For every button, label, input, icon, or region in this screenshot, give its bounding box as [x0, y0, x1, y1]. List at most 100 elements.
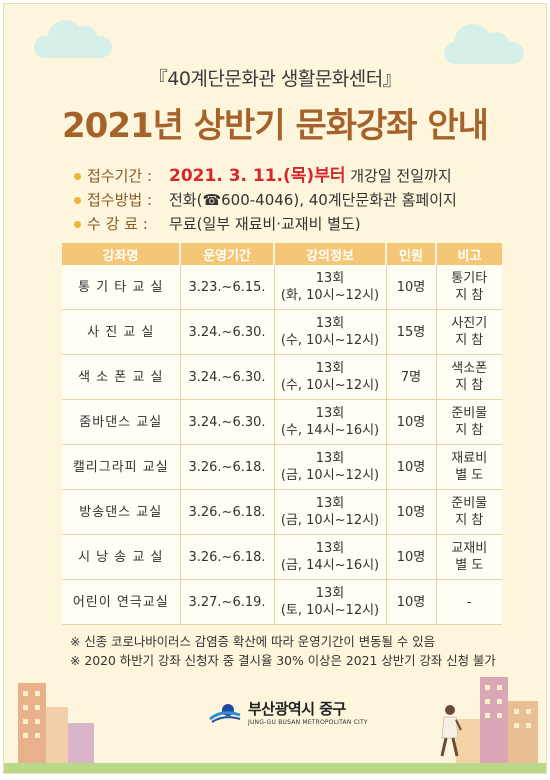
info-key: 접수방법 :	[87, 191, 153, 209]
table-row: 캘리그라피 교실 3.26.~6.18. 13회 (금, 10시~12시) 10명 재료비…	[62, 444, 502, 490]
course-schedule: (금, 10시~12시)	[280, 468, 380, 483]
course-name: 방송댄스 교실	[62, 489, 181, 535]
building-icon	[68, 723, 94, 763]
course-period: 3.26.~6.18.	[180, 489, 275, 535]
course-sessions: 13회	[315, 541, 345, 556]
building-icon	[508, 701, 538, 763]
course-info: 13회 (수, 10시~12시)	[274, 354, 387, 400]
info-key: 수 강 료 :	[87, 215, 148, 233]
table-row: 색 소 폰 교 실 3.24.~6.30. 13회 (수, 10시~12시) 7명 색소폰…	[62, 354, 502, 400]
course-period: 3.24.~6.30.	[180, 309, 275, 355]
column-header: 인원	[386, 243, 437, 265]
poster: 『40계단문화관 생활문화센터』 2021년 상반기 문화강좌 안내 접수기간 …	[3, 3, 547, 774]
course-note-line: 별 도	[455, 558, 484, 573]
course-note-line: 준비물	[451, 496, 488, 511]
course-schedule: (금, 10시~12시)	[280, 513, 380, 528]
course-note-line: 사진기	[451, 316, 488, 331]
course-period: 3.24.~6.30.	[180, 354, 275, 400]
course-name: 줌바댄스 교실	[62, 399, 181, 445]
course-info: 13회 (금, 10시~12시)	[274, 444, 387, 490]
table-row: 어린이 연극교실 3.27.~6.19. 13회 (토, 10시~12시) 10명 -	[62, 579, 502, 625]
course-note-line: 준비물	[451, 406, 488, 421]
course-info: 13회 (수, 14시~16시)	[274, 399, 387, 445]
course-name: 캘리그라피 교실	[62, 444, 181, 490]
course-note: 재료비 별 도	[436, 444, 502, 490]
building-icon	[18, 683, 46, 763]
course-period: 3.27.~6.19.	[180, 579, 275, 625]
course-schedule: (수, 14시~16시)	[280, 423, 380, 438]
course-sessions: 13회	[315, 316, 345, 331]
column-header: 강의정보	[274, 243, 387, 265]
info-value: 전화(☎600-4046), 40계단문화관 홈페이지	[169, 191, 457, 209]
column-header: 강좌명	[62, 243, 181, 265]
course-note-line: -	[466, 594, 472, 610]
column-header: 운영기간	[180, 243, 275, 265]
course-period: 3.26.~6.18.	[180, 444, 275, 490]
course-note-line: 지 참	[455, 333, 484, 348]
column-header: 비고	[436, 243, 502, 265]
info-section: 접수기간 : 2021. 3. 11.(목)부터 개강일 전일까지 접수방법 : 전…	[74, 164, 457, 236]
course-capacity: 7명	[386, 354, 437, 400]
course-name: 시 낭 송 교 실	[62, 534, 181, 580]
info-row-period: 접수기간 : 2021. 3. 11.(목)부터 개강일 전일까지	[74, 164, 457, 188]
course-sessions: 13회	[315, 406, 345, 421]
building-icon	[480, 677, 508, 763]
bullet-icon	[74, 173, 81, 180]
busan-junggu-emblem-icon	[209, 704, 241, 723]
course-capacity: 10명	[386, 489, 437, 535]
course-note-line: 지 참	[455, 288, 484, 303]
note-text: ※ 신종 코로나바이러스 감염증 확산에 따라 운영기간이 변동될 수 있음	[70, 634, 436, 649]
course-note-line: 교재비	[451, 541, 488, 556]
table-row: 방송댄스 교실 3.26.~6.18. 13회 (금, 10시~12시) 10명 준비물 지…	[62, 489, 502, 535]
course-info: 13회 (토, 10시~12시)	[274, 579, 387, 625]
logo-name-en: JUNG-GU BUSAN METROPOLITAN CITY	[248, 719, 368, 726]
poster-title: 2021년 상반기 문화강좌 안내	[62, 106, 489, 146]
course-note: -	[436, 579, 502, 625]
info-value: 무료(일부 재료비·교재비 별도)	[169, 215, 361, 233]
info-highlight: 2021. 3. 11.(목)부터	[169, 166, 346, 186]
course-sessions: 13회	[315, 271, 345, 286]
notes-section: ※ 신종 코로나바이러스 감염증 확산에 따라 운영기간이 변동될 수 있음 ※…	[70, 632, 496, 670]
table-row: 시 낭 송 교 실 3.26.~6.18. 13회 (금, 14시~16시) 10명 교재…	[62, 534, 502, 580]
course-sessions: 13회	[315, 586, 345, 601]
table-row: 줌바댄스 교실 3.24.~6.30. 13회 (수, 14시~16시) 10명 준비물 지…	[62, 399, 502, 445]
bullet-icon	[74, 197, 81, 204]
course-name: 통 기 타 교 실	[62, 265, 181, 310]
cloud-icon	[34, 20, 112, 58]
info-row-method: 접수방법 : 전화(☎600-4046), 40계단문화관 홈페이지	[74, 188, 457, 212]
course-sessions: 13회	[315, 496, 345, 511]
course-capacity: 10명	[386, 579, 437, 625]
table-header-row: 강좌명 운영기간 강의정보 인원 비고	[62, 243, 502, 265]
course-info: 13회 (금, 10시~12시)	[274, 489, 387, 535]
course-note-line: 색소폰	[451, 361, 488, 376]
course-name: 사 진 교 실	[62, 309, 181, 355]
table-row: 사 진 교 실 3.24.~6.30. 13회 (수, 10시~12시) 15명 사진기 지…	[62, 309, 502, 355]
logo-name-ko: 부산광역시 중구	[248, 700, 346, 718]
course-note: 색소폰 지 참	[436, 354, 502, 400]
course-note: 통기타 지 참	[436, 265, 502, 310]
course-sessions: 13회	[315, 361, 345, 376]
info-value: 개강일 전일까지	[345, 167, 452, 185]
info-row-fee: 수 강 료 : 무료(일부 재료비·교재비 별도)	[74, 212, 457, 236]
note-text: ※ 2020 하반기 강좌 신청자 중 결시율 30% 이상은 2021 상반기…	[70, 653, 496, 668]
course-sessions: 13회	[315, 451, 345, 466]
course-capacity: 10명	[386, 444, 437, 490]
info-key: 접수기간 :	[87, 167, 153, 185]
course-note-line: 지 참	[455, 423, 484, 438]
course-name: 색 소 폰 교 실	[62, 354, 181, 400]
course-capacity: 10명	[386, 265, 437, 310]
course-note-line: 재료비	[451, 451, 488, 466]
course-note-line: 지 참	[455, 513, 484, 528]
cloud-icon	[444, 24, 524, 64]
course-capacity: 10명	[386, 399, 437, 445]
building-icon	[46, 707, 68, 763]
course-schedule: (수, 10시~12시)	[280, 378, 380, 393]
course-capacity: 15명	[386, 309, 437, 355]
course-table: 강좌명 운영기간 강의정보 인원 비고 통 기 타 교 실 3.23.~6.15.…	[62, 243, 502, 625]
course-period: 3.24.~6.30.	[180, 399, 275, 445]
course-period: 3.26.~6.18.	[180, 534, 275, 580]
